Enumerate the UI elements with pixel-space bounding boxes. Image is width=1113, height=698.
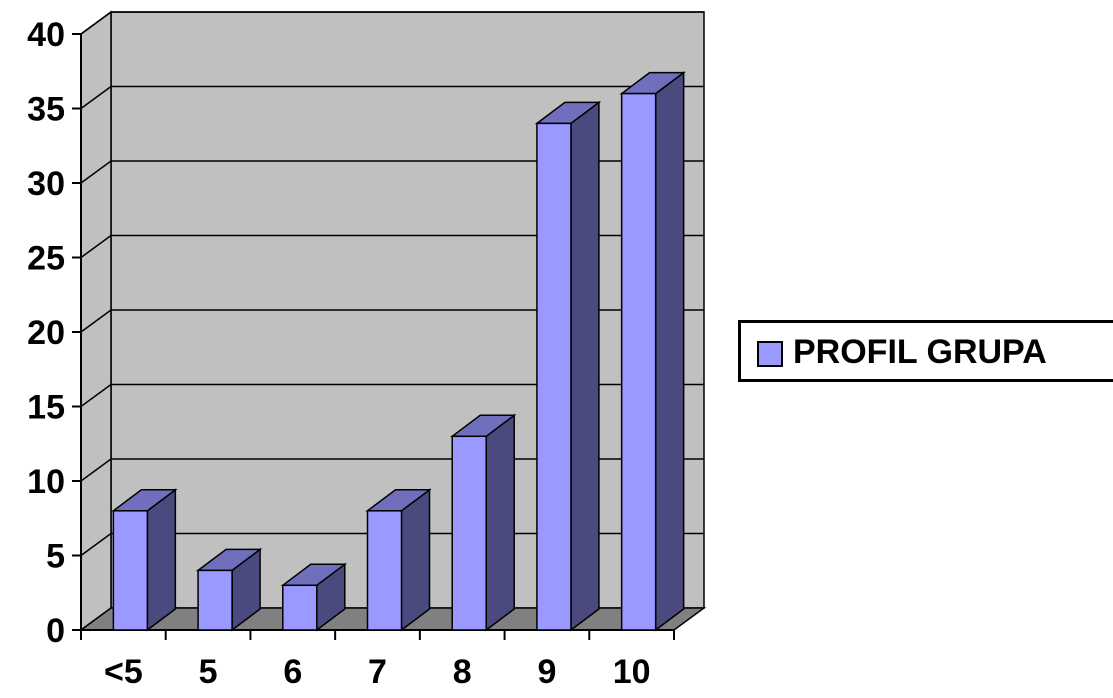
x-tick-label: 6 (283, 653, 302, 691)
x-tick-label: 9 (537, 653, 556, 691)
y-tick-label: 30 (27, 165, 65, 203)
bar-side (654, 71, 685, 632)
bar-front (620, 92, 657, 631)
bar-front (282, 584, 318, 631)
x-tick-label: <5 (104, 653, 143, 691)
y-tick-label: 15 (27, 389, 65, 427)
bar-front (112, 510, 149, 631)
gridline (80, 85, 704, 110)
y-tick-labels: 0 5 10 15 20 25 30 35 40 (27, 16, 65, 650)
bar-front (536, 122, 572, 631)
bar-front (451, 435, 487, 631)
bar-side (485, 413, 515, 632)
x-tick-label: 7 (368, 653, 387, 691)
x-tick-label: 10 (613, 653, 651, 691)
bar (619, 71, 686, 632)
bar-side (400, 488, 431, 632)
y-tick-label: 5 (46, 538, 65, 576)
y-tick-label: 0 (46, 612, 65, 650)
x-tick-label: 8 (453, 653, 472, 691)
bar (449, 413, 517, 632)
gridline (80, 309, 704, 333)
y-tick-label: 35 (27, 91, 65, 129)
bar (280, 562, 348, 632)
legend-swatch-profil-grupa (757, 341, 783, 367)
bar-front (197, 569, 233, 631)
legend-label-profil-grupa: PROFIL GRUPA (793, 333, 1047, 371)
bars (111, 71, 686, 632)
bar-side (146, 488, 177, 632)
y-tick-label: 40 (27, 16, 65, 54)
bar (534, 100, 602, 632)
gridline (80, 383, 704, 408)
y-tick-label: 25 (27, 240, 65, 278)
bar (365, 488, 432, 632)
gridline (80, 11, 704, 35)
bar-side (570, 100, 600, 632)
gridline (80, 234, 704, 259)
bar (111, 488, 178, 632)
gridline (80, 160, 704, 184)
x-tick-label: 5 (199, 653, 218, 691)
legend: PROFIL GRUPA (738, 320, 1113, 382)
x-tick-labels: <5 5 6 7 8 9 10 (104, 653, 651, 691)
y-tick-label: 20 (27, 314, 65, 352)
bar-front (366, 510, 403, 631)
bar (195, 547, 263, 632)
y-tick-label: 10 (27, 463, 65, 501)
